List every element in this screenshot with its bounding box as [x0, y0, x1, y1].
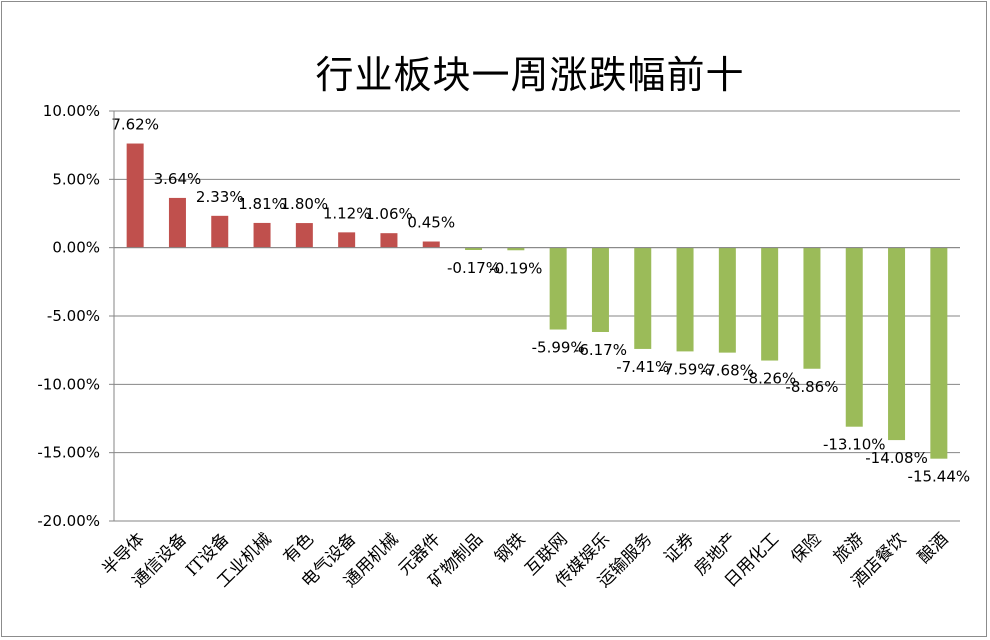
data-label-18: -13.10%	[823, 436, 886, 454]
bar-16	[761, 247, 779, 361]
y-tick-label: -20.00%	[37, 512, 100, 530]
data-label-17: -8.86%	[785, 378, 838, 396]
y-axis-ticks: 10.00% 5.00% 0.00% -5.00% -10.00% -15.00% -20.…	[37, 102, 114, 530]
data-label-11: -5.99%	[532, 339, 585, 357]
bar-5	[295, 223, 313, 248]
bar-4	[253, 222, 271, 248]
category-label-5: 有色	[280, 529, 318, 567]
category-label-20: 酿酒	[914, 529, 952, 567]
data-label-14: -7.59%	[659, 360, 712, 378]
y-tick-label: 5.00%	[52, 170, 100, 188]
bar-17	[803, 247, 821, 369]
bar-10	[507, 247, 525, 251]
data-label-4: 1.81%	[238, 195, 286, 213]
data-label-20: -15.44%	[908, 468, 971, 486]
bar-18	[845, 247, 863, 427]
data-label-3: 2.33%	[196, 188, 244, 206]
y-tick-label: -5.00%	[47, 307, 100, 325]
bar-11	[549, 247, 567, 330]
data-labels: 7.62% 3.64%2.33%1.81%1.80%1.12%1.06%0.45%…	[111, 116, 970, 486]
bar-6	[338, 232, 356, 248]
chart-title: 行业板块一周涨跌幅前十	[315, 53, 745, 97]
y-tick-label: -10.00%	[37, 375, 100, 393]
data-label-19: -14.08%	[865, 449, 928, 467]
data-label-8: 0.45%	[407, 214, 455, 232]
bar-14	[676, 247, 694, 352]
bar-7	[380, 233, 398, 248]
category-label-14: 证券	[660, 529, 698, 567]
category-label-17: 保险	[787, 529, 825, 567]
bar-8	[422, 241, 440, 248]
bar-13	[634, 247, 652, 349]
data-label-15: -7.68%	[701, 362, 754, 380]
y-tick-label: -15.00%	[37, 444, 100, 462]
data-label-5: 1.80%	[281, 195, 329, 213]
category-label-10: 钢铁	[491, 529, 529, 567]
bar-9	[465, 247, 483, 250]
data-label-7: 1.06%	[365, 205, 413, 223]
data-label-2: 3.64%	[154, 170, 202, 188]
bar-2	[168, 197, 186, 248]
data-label-10: -0.19%	[489, 259, 542, 277]
bar-20	[930, 247, 948, 459]
data-label-12: -6.17%	[574, 341, 627, 359]
category-label-18: 旅游	[830, 529, 868, 567]
gridlines	[114, 110, 960, 522]
bar-12	[591, 247, 609, 332]
y-tick-label: 10.00%	[43, 102, 100, 120]
data-label-16: -8.26%	[743, 370, 796, 388]
bar-19	[888, 247, 906, 441]
bars	[126, 143, 948, 459]
bar-15	[718, 247, 736, 353]
data-label-9: -0.17%	[447, 259, 500, 277]
data-label-13: -7.41%	[616, 358, 669, 376]
bar-1	[126, 143, 144, 248]
bar-3	[211, 215, 229, 248]
y-tick-label: 0.00%	[52, 239, 100, 257]
data-label-1: 7.62%	[111, 116, 159, 134]
data-label-6: 1.12%	[323, 204, 371, 222]
